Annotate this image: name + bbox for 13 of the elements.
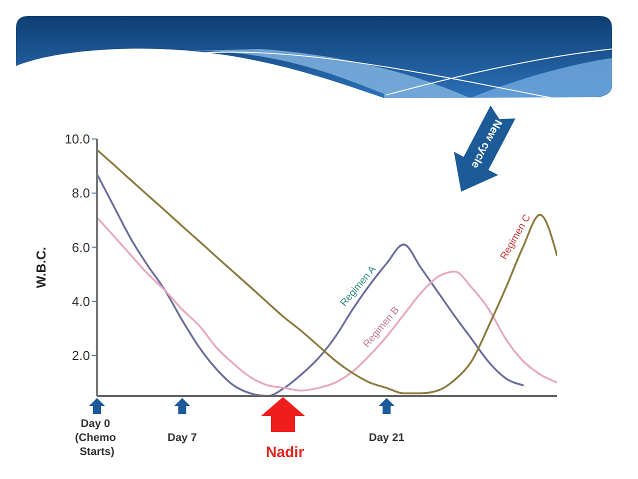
x-tick-label: Day 0 (Chemo Starts): [75, 418, 119, 458]
y-tick-label: 8.0: [72, 186, 90, 201]
y-axis-title: W.B.C.: [34, 246, 48, 288]
x-tick-label: Day 7: [168, 432, 197, 444]
y-tick-label: 2.0: [72, 348, 90, 364]
y-tick-label: 10.0: [64, 132, 90, 147]
x-tick-label: Day 21: [368, 432, 404, 444]
text: Nadir: [266, 444, 304, 461]
y-tick-label: 6.0: [72, 240, 90, 255]
line-series: [97, 173, 524, 396]
line-series: [97, 216, 557, 392]
y-tick-label: 4.0: [72, 294, 90, 309]
annotation: New cycle: [468, 118, 504, 170]
